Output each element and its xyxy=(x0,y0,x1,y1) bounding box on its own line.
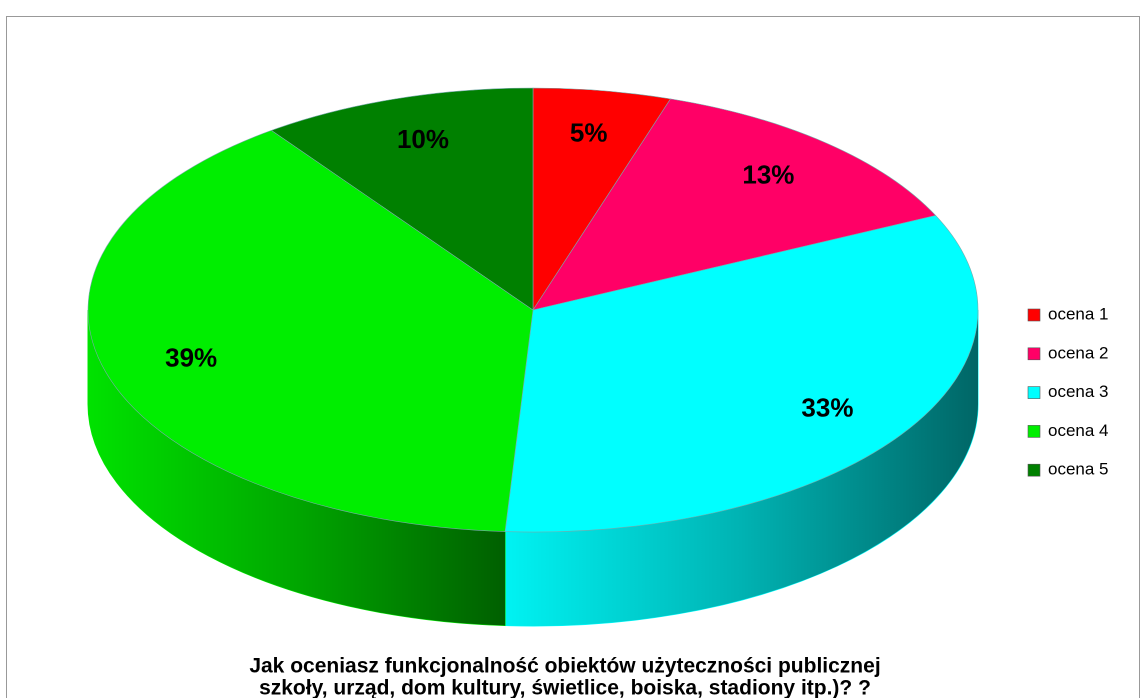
legend-label: ocena 2 xyxy=(1048,343,1109,362)
slice-side-shade xyxy=(88,310,506,626)
chart-frame xyxy=(6,16,1140,698)
slice xyxy=(270,87,534,311)
legend-label: ocena 3 xyxy=(1048,382,1109,401)
chart-title: szkoły, urząd, dom kultury, świetlice, b… xyxy=(259,677,871,698)
legend-swatch xyxy=(1027,347,1041,361)
chart-title: Jak oceniasz funkcjonalność obiektów uży… xyxy=(249,655,880,678)
legend-label: ocena 5 xyxy=(1048,460,1109,479)
legend-label: ocena 1 xyxy=(1048,304,1109,323)
data-label: 10% xyxy=(397,124,449,154)
legend-label: ocena 4 xyxy=(1048,421,1109,440)
legend-swatch xyxy=(1027,308,1041,322)
legend-swatch xyxy=(1027,386,1041,399)
data-label: 5% xyxy=(570,117,608,147)
slice xyxy=(504,215,979,533)
legend-swatch xyxy=(1027,425,1041,438)
data-label: 39% xyxy=(165,342,217,372)
slice xyxy=(532,98,937,311)
slice-side-shade xyxy=(505,310,978,626)
legend-swatch xyxy=(1027,463,1041,477)
slice xyxy=(87,130,534,532)
data-label: 33% xyxy=(801,393,853,423)
data-label: 13% xyxy=(742,160,794,190)
